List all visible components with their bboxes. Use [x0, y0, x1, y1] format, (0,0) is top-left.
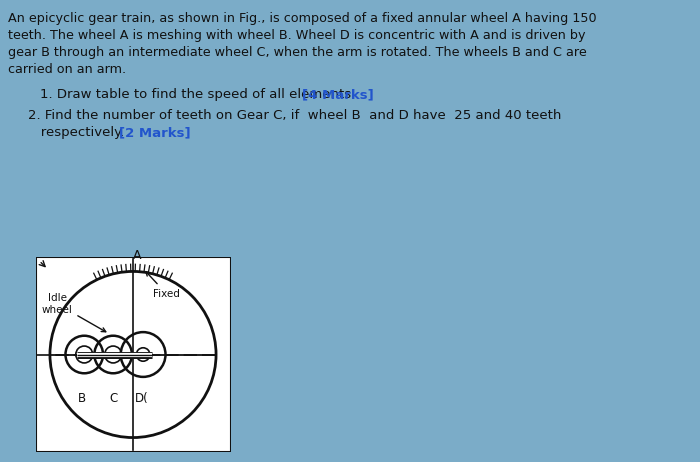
- Text: [2 Marks]: [2 Marks]: [119, 126, 190, 139]
- Text: [4 Marks]: [4 Marks]: [302, 88, 374, 101]
- Text: carried on an arm.: carried on an arm.: [8, 63, 126, 76]
- Text: gear B through an intermediate wheel C, when the arm is rotated. The wheels B an: gear B through an intermediate wheel C, …: [8, 46, 587, 59]
- Text: D(: D(: [135, 392, 149, 406]
- Text: B: B: [78, 392, 86, 406]
- Text: Fixed: Fixed: [146, 272, 180, 298]
- Text: 2. Find the number of teeth on Gear C, if  wheel B  and D have  25 and 40 teeth: 2. Find the number of teeth on Gear C, i…: [28, 109, 561, 122]
- Text: An epicyclic gear train, as shown in Fig., is composed of a fixed annular wheel : An epicyclic gear train, as shown in Fig…: [8, 12, 596, 25]
- Text: respectively.: respectively.: [28, 126, 129, 139]
- Text: Idle
wheel: Idle wheel: [42, 293, 106, 332]
- Text: 1. Draw table to find the speed of all elements.: 1. Draw table to find the speed of all e…: [40, 88, 360, 101]
- Text: A: A: [133, 249, 141, 262]
- Text: C: C: [109, 392, 118, 406]
- Text: teeth. The wheel A is meshing with wheel B. Wheel D is concentric with A and is : teeth. The wheel A is meshing with wheel…: [8, 29, 585, 42]
